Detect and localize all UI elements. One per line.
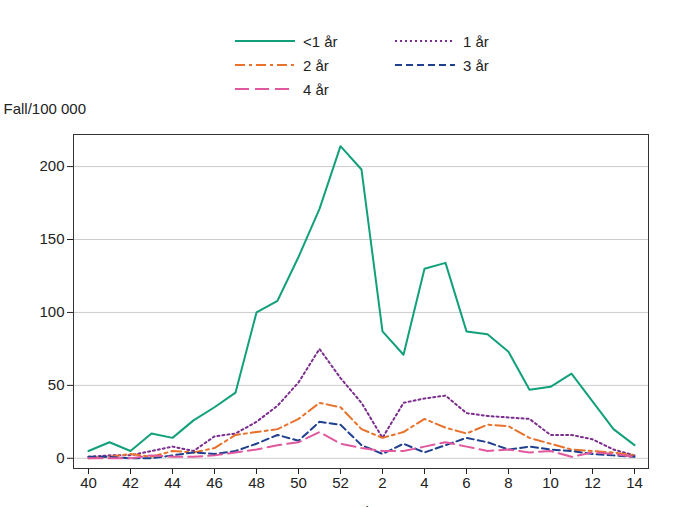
svg-text:44: 44 [164,474,181,491]
svg-text:50: 50 [290,474,307,491]
html-text:<1 år: <1 år [303,32,338,50]
svg-text:8: 8 [504,474,512,491]
svg-text:50: 50 [48,376,65,393]
svg-text:12: 12 [584,474,601,491]
svg-text:6: 6 [462,474,470,491]
svg-text:200: 200 [39,157,64,174]
html-text:1 år: 1 år [463,32,489,50]
svg-text:52: 52 [332,474,349,491]
svg-text:10: 10 [542,474,559,491]
svg-text:48: 48 [248,474,265,491]
svg-text:4: 4 [420,474,428,491]
svg-text:100: 100 [39,303,64,320]
svg-text:14: 14 [626,474,643,491]
svg-text:2: 2 [378,474,386,491]
svg-text:42: 42 [122,474,139,491]
html-text:2 år: 2 år [303,56,329,74]
html-text:4 år: 4 år [303,80,329,98]
svg-text:40: 40 [80,474,97,491]
svg-text:Fall/100 000: Fall/100 000 [4,100,87,117]
svg-text:150: 150 [39,230,64,247]
html-text:3 år: 3 år [463,56,489,74]
svg-text:46: 46 [206,474,223,491]
svg-text:Vecka: Vecka [341,503,383,507]
svg-text:0: 0 [56,449,64,466]
